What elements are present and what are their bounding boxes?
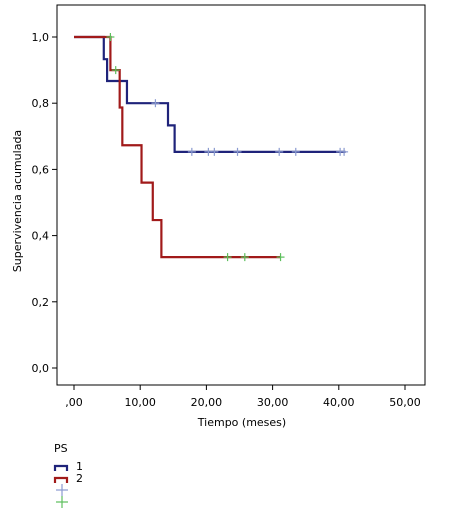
y-tick-label: 0,2 <box>32 296 50 309</box>
x-tick-label: 30,00 <box>257 396 289 409</box>
series-2-censor-mark <box>106 33 115 41</box>
legend-label: 1 <box>76 460 83 473</box>
y-tick-label: 0,8 <box>32 97 50 110</box>
series-1-censor-mark <box>340 147 349 156</box>
legend-entry <box>56 484 68 496</box>
legend-step-swatch <box>53 464 69 471</box>
legend-censor-swatch <box>56 496 68 508</box>
series-2-censor-mark <box>223 253 232 262</box>
axes: 0,0 0,2 0,4 0,6 0,8 1,0 ,00 10,00 20,00 30,00 40,0… <box>32 31 421 409</box>
series-1-censor-mark <box>291 147 300 156</box>
series-1-censor-mark <box>275 147 284 156</box>
series-2-censor-mark <box>276 253 285 262</box>
plot-frame <box>56 4 426 386</box>
x-axis-title: Tiempo (meses) <box>197 416 286 429</box>
legend-entry <box>56 496 68 508</box>
series-1-line <box>74 35 346 153</box>
y-tick-label: 0,4 <box>32 230 50 243</box>
x-tick-label: 40,00 <box>323 396 355 409</box>
series-1-censor-mark <box>151 99 160 108</box>
series-layer <box>74 33 349 262</box>
legend: PS 12 <box>53 442 83 508</box>
x-tick-label: 50,00 <box>389 396 421 409</box>
series-1-censor-mark <box>210 147 219 156</box>
legend-censor-swatch <box>56 484 68 496</box>
y-axis-title: Supervivencia acumulada <box>11 130 24 272</box>
y-tick-label: 0,6 <box>32 163 50 176</box>
x-tick-label: ,00 <box>65 396 83 409</box>
x-tick-label: 10,00 <box>124 396 156 409</box>
series-2-censor-mark <box>240 253 249 262</box>
y-tick-label: 0,0 <box>32 362 50 375</box>
legend-entry: 2 <box>53 472 83 485</box>
x-tick-label: 20,00 <box>191 396 223 409</box>
series-1-censor-mark <box>187 147 196 156</box>
series-1-censor-mark <box>233 147 242 156</box>
y-tick-label: 1,0 <box>32 31 50 44</box>
series-2-censor-mark <box>111 66 120 75</box>
legend-entry: 1 <box>53 460 83 473</box>
legend-step-swatch <box>53 476 69 483</box>
legend-title: PS <box>54 442 68 455</box>
legend-label: 2 <box>76 472 83 485</box>
